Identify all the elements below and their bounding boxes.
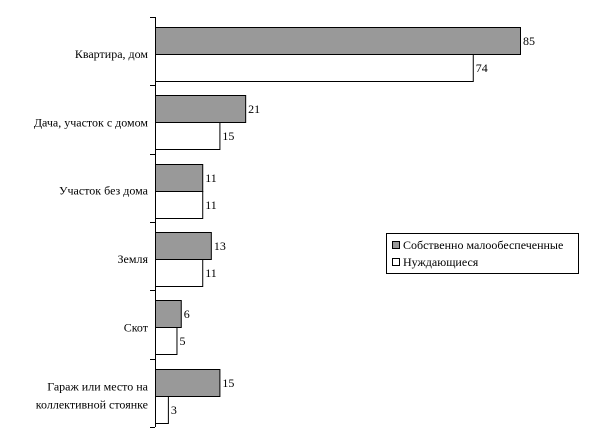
y-axis-ticks bbox=[150, 17, 155, 428]
value-label: 6 bbox=[184, 307, 190, 321]
bar-low-income bbox=[155, 95, 247, 123]
bar-needy bbox=[155, 54, 474, 82]
value-label: 15 bbox=[222, 129, 234, 143]
category-label: Квартира, дом bbox=[75, 47, 149, 61]
legend-label: Собственно малообеспеченные bbox=[403, 238, 563, 252]
bar-low-income bbox=[155, 27, 521, 55]
value-label: 21 bbox=[248, 102, 260, 116]
value-label: 11 bbox=[205, 266, 217, 280]
category-label: Земля bbox=[118, 252, 149, 266]
value-label: 85 bbox=[523, 34, 535, 48]
value-label: 13 bbox=[214, 239, 226, 253]
legend-swatch bbox=[392, 241, 400, 249]
value-label: 74 bbox=[476, 61, 488, 75]
bar-needy bbox=[155, 122, 221, 150]
legend-label: Нуждающиеся bbox=[403, 255, 479, 269]
category-labels: Квартира, дом Дача, участок с домом Участо… bbox=[34, 47, 149, 412]
legend-box bbox=[386, 233, 579, 274]
category-label: Участок без дома bbox=[59, 184, 149, 198]
bar-low-income bbox=[155, 164, 204, 192]
value-label: 5 bbox=[179, 334, 185, 348]
category-label: коллективной стоянке bbox=[36, 398, 148, 412]
value-label: 11 bbox=[205, 171, 217, 185]
value-label: 3 bbox=[171, 403, 177, 417]
category-label: Скот bbox=[124, 320, 149, 334]
bar-needy bbox=[155, 396, 169, 424]
legend-swatch bbox=[392, 258, 400, 266]
value-label: 11 bbox=[205, 198, 217, 212]
bar-needy bbox=[155, 327, 178, 355]
value-labels: 85 74 21 15 11 11 13 11 6 5 15 3 bbox=[171, 34, 535, 417]
bar-low-income bbox=[155, 232, 212, 260]
bar-needy bbox=[155, 259, 204, 287]
category-label: Дача, участок с домом bbox=[34, 115, 149, 129]
legend: Собственно малообеспеченные Нуждающиеся bbox=[386, 233, 579, 274]
bar-low-income bbox=[155, 300, 182, 328]
bar-low-income bbox=[155, 369, 221, 397]
bar-needy bbox=[155, 191, 204, 219]
value-label: 15 bbox=[222, 376, 234, 390]
category-label: Гараж или место на bbox=[47, 380, 148, 394]
bars-layer bbox=[155, 27, 521, 424]
